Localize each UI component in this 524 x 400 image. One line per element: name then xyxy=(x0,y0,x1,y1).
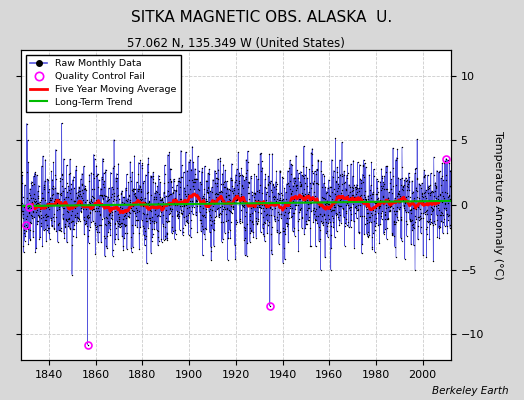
Title: 57.062 N, 135.349 W (United States): 57.062 N, 135.349 W (United States) xyxy=(127,37,345,50)
Text: Berkeley Earth: Berkeley Earth xyxy=(432,386,508,396)
Legend: Raw Monthly Data, Quality Control Fail, Five Year Moving Average, Long-Term Tren: Raw Monthly Data, Quality Control Fail, … xyxy=(26,55,181,112)
Y-axis label: Temperature Anomaly (°C): Temperature Anomaly (°C) xyxy=(493,131,503,279)
Text: SITKA MAGNETIC OBS. ALASKA  U.: SITKA MAGNETIC OBS. ALASKA U. xyxy=(132,10,392,25)
